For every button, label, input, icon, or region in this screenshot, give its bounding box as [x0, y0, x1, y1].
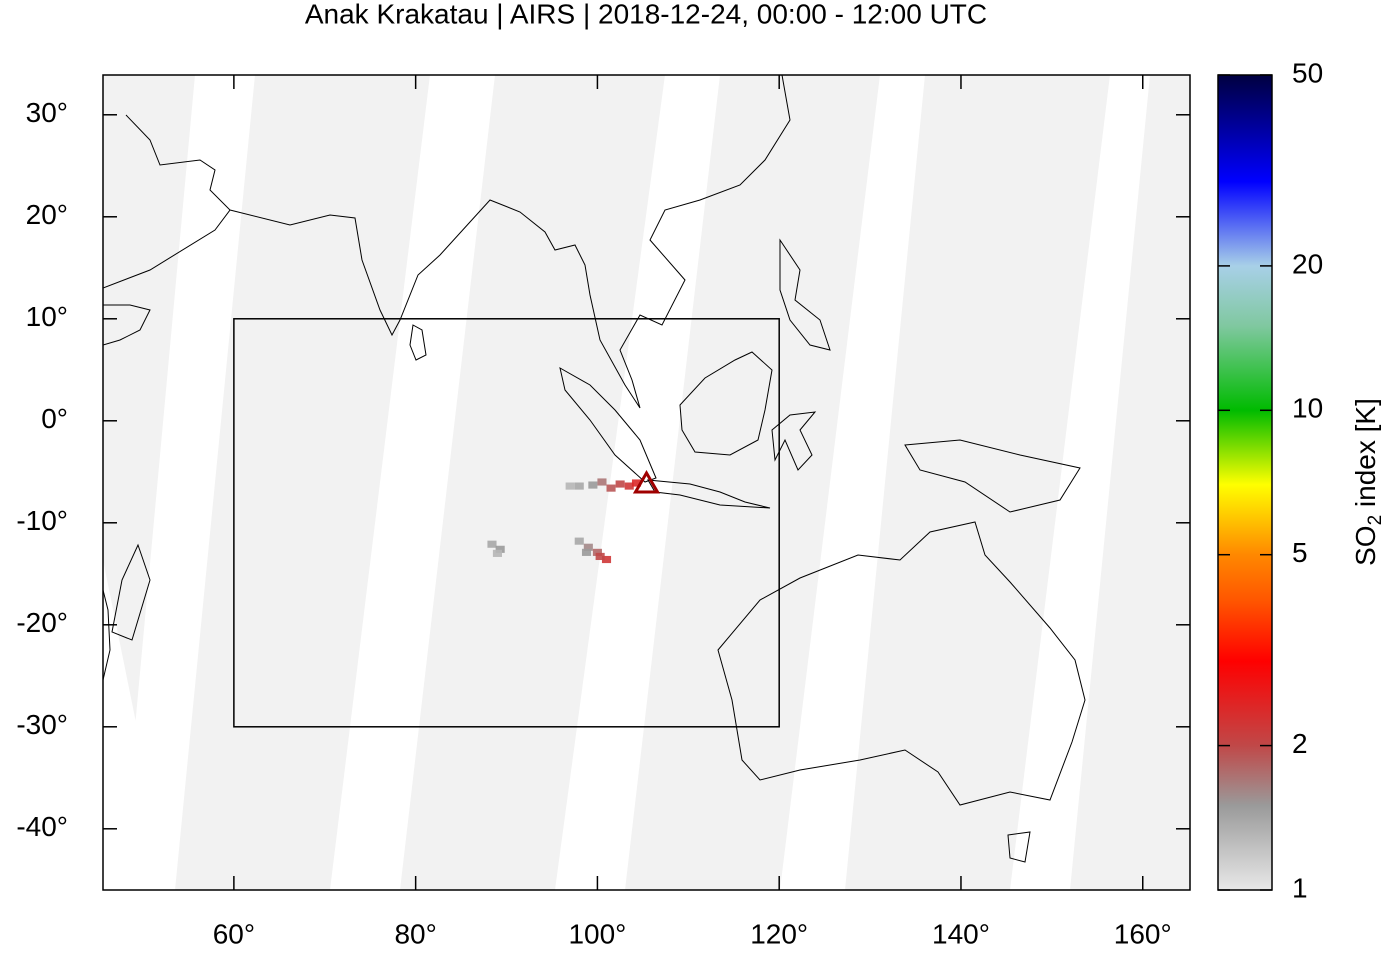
y-tick-label: -40° [16, 811, 68, 842]
x-tick-label: 160° [1114, 918, 1172, 949]
colorbar-label-sub: 2 [1365, 515, 1386, 526]
y-tick-label: -20° [16, 607, 68, 638]
so2-cell [487, 540, 497, 548]
colorbar-label-main: SO [1350, 525, 1381, 565]
so2-cell [595, 552, 605, 561]
y-tick-label: 30° [26, 97, 68, 128]
so2-cell [592, 548, 602, 556]
y-tick-label: 10° [26, 301, 68, 332]
x-tick-label: 120° [750, 918, 808, 949]
so2-cell [624, 482, 634, 490]
colorbar-tick-label: 10 [1292, 393, 1323, 424]
y-tick-label: -10° [16, 505, 68, 536]
so2-cell [574, 537, 584, 545]
y-tick-label: 20° [26, 199, 68, 230]
colorbar-label: SO2 index [K] [1350, 398, 1386, 566]
so2-cell [588, 481, 598, 489]
colorbar-label-rest: index [K] [1350, 398, 1381, 515]
y-tick-label: -30° [16, 709, 68, 740]
so2-cell [581, 548, 592, 556]
so2-cell [495, 545, 505, 553]
y-tick-label: 0° [41, 403, 68, 434]
so2-cell [583, 543, 593, 551]
colorbar-tick-label: 5 [1292, 537, 1308, 568]
so2-cell [574, 482, 584, 490]
x-tick-label: 60° [213, 918, 255, 949]
volcano-marker [632, 470, 661, 494]
colorbar-tick-label: 2 [1292, 728, 1308, 759]
region-box [233, 318, 780, 728]
so2-cell [631, 479, 642, 487]
x-tick-label: 100° [568, 918, 626, 949]
so2-cell [597, 478, 607, 486]
so2-cell [565, 482, 575, 490]
so2-cell [492, 549, 502, 557]
chart-title: Anak Krakatau | AIRS | 2018-12-24, 00:00… [305, 0, 987, 29]
colorbar-tick-label: 20 [1292, 248, 1323, 279]
colorbar-tick-label: 50 [1292, 57, 1323, 88]
x-tick-label: 80° [394, 918, 436, 949]
colorbar [1217, 74, 1273, 891]
so2-cell [601, 555, 612, 564]
so2-cell [615, 480, 625, 488]
so2-cell [606, 484, 616, 492]
map-frame [102, 74, 1191, 891]
coastlines [103, 75, 1086, 863]
x-tick-label: 140° [932, 918, 990, 949]
colorbar-tick-label: 1 [1292, 872, 1308, 903]
